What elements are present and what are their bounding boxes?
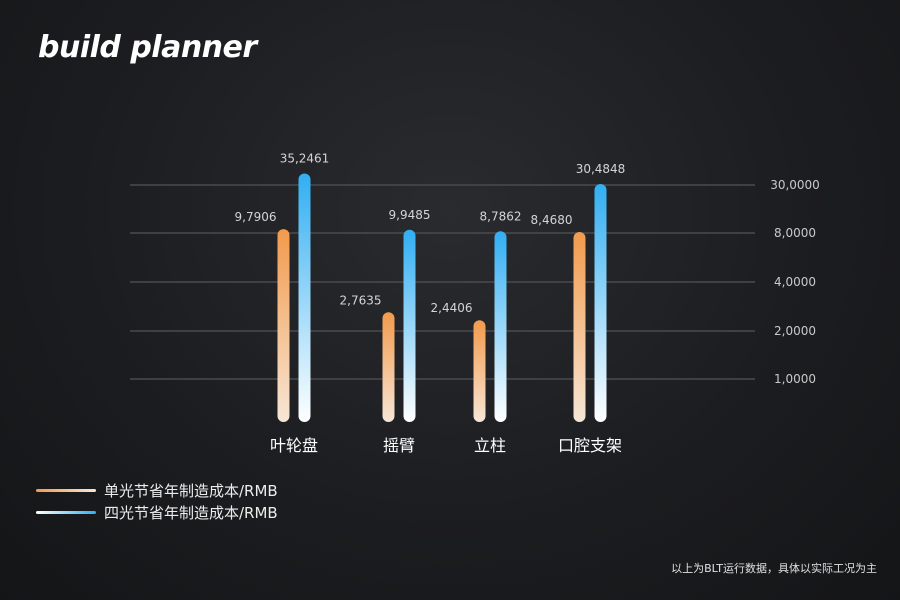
data-label: 8,4680 bbox=[531, 213, 573, 227]
data-label: 30,4848 bbox=[576, 162, 626, 176]
y-tick-label: 4,0000 bbox=[774, 275, 816, 289]
bar-quad bbox=[594, 183, 607, 422]
legend-swatch-orange bbox=[36, 488, 96, 492]
brand-logo: build planner bbox=[38, 30, 257, 65]
data-label: 9,7906 bbox=[235, 210, 277, 224]
bar-quad bbox=[298, 173, 311, 422]
data-label: 2,7635 bbox=[340, 293, 382, 307]
y-tick-label: 8,0000 bbox=[774, 226, 816, 240]
bar-single bbox=[573, 231, 586, 422]
legend-item-single: 单光节省年制造成本/RMB bbox=[36, 479, 278, 501]
chart-legend: 单光节省年制造成本/RMB 四光节省年制造成本/RMB bbox=[36, 479, 278, 523]
legend-label-quad: 四光节省年制造成本/RMB bbox=[104, 503, 278, 522]
bar-quad bbox=[403, 229, 416, 422]
bar-quad bbox=[494, 231, 507, 422]
legend-label-single: 单光节省年制造成本/RMB bbox=[104, 481, 278, 500]
bar-single bbox=[473, 320, 486, 422]
data-label: 35,2461 bbox=[280, 152, 330, 166]
bar-single bbox=[382, 312, 395, 422]
category-label: 口腔支架 bbox=[558, 436, 622, 455]
category-label: 立柱 bbox=[474, 436, 506, 455]
data-label: 9,9485 bbox=[389, 208, 431, 222]
y-tick-label: 30,0000 bbox=[770, 178, 820, 192]
footnote: 以上为BLT运行数据，具体以实际工况为主 bbox=[671, 562, 877, 575]
category-label: 叶轮盘 bbox=[270, 436, 318, 455]
y-tick-label: 2,0000 bbox=[774, 324, 816, 338]
y-tick-label: 1,0000 bbox=[774, 372, 816, 386]
legend-swatch-blue bbox=[36, 510, 96, 514]
data-label: 2,4406 bbox=[431, 301, 473, 315]
bar-single bbox=[277, 229, 290, 422]
data-label: 8,7862 bbox=[480, 209, 522, 223]
category-label: 摇臂 bbox=[383, 436, 415, 455]
legend-item-quad: 四光节省年制造成本/RMB bbox=[36, 501, 278, 523]
